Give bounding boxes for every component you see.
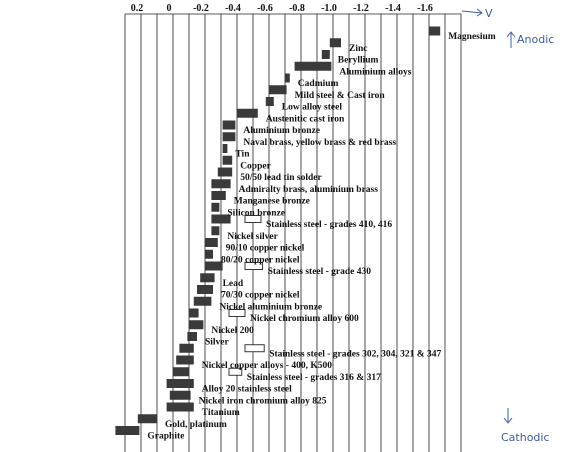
metal-label: Austenitic cast iron (266, 114, 345, 124)
potential-bar (166, 379, 194, 388)
anodic-note: Anodic (517, 33, 554, 46)
potential-bar (211, 179, 231, 189)
potential-bar (211, 214, 231, 224)
potential-bar (173, 367, 189, 377)
metal-label: Graphite (147, 432, 184, 442)
metal-label: Silicon bronze (227, 208, 285, 218)
metal-label: Gold, platinum (165, 420, 227, 430)
metal-label: Titanium (202, 408, 240, 418)
metal-label: Aluminium alloys (339, 67, 411, 77)
passive-bar (244, 344, 265, 353)
metal-label: Zinc (349, 44, 367, 54)
metal-label: Cadmium (298, 79, 339, 89)
potential-bar (197, 285, 213, 294)
potential-bar (205, 238, 218, 247)
potential-bar (137, 414, 157, 424)
potential-bar (429, 26, 441, 36)
metal-label: Low alloy steel (282, 103, 343, 113)
metal-label: Silver (205, 338, 230, 348)
x-tick-label: -1.6 (417, 3, 433, 14)
x-axis-ticks: 0.2 0 -0.2 -0.4 -0.6 -0.8 -1.0 -1.2 -1.4 -1.6 (131, 3, 433, 14)
potential-bar (222, 120, 236, 130)
metal-label: Mild steel & Cast iron (295, 91, 386, 101)
metal-label: Aluminium bronze (243, 126, 320, 136)
potential-bar (217, 167, 233, 177)
potential-bar (321, 50, 330, 59)
x-tick-label: -0.4 (225, 3, 241, 14)
metal-label: 70/30 copper nickel (221, 291, 300, 301)
metal-label: Stainless steel - grade 430 (268, 267, 372, 277)
metal-label: Nickel silver (227, 232, 278, 242)
metal-label: Copper (240, 161, 271, 171)
potential-bar (169, 390, 191, 400)
x-tick-label: -1.2 (353, 3, 369, 14)
potential-bar (189, 320, 204, 330)
passive-bar (228, 367, 243, 376)
metal-label: Naval brass, yellow brass & red brass (243, 138, 396, 148)
metal-label: Nickel copper alloys - 400, K500 (202, 361, 332, 371)
potential-bar (222, 144, 228, 153)
potential-bar (294, 61, 332, 71)
potential-bar (166, 402, 194, 412)
potential-bar (187, 332, 197, 341)
x-tick-label: -0.6 (257, 3, 273, 14)
x-tick-label: 0.2 (131, 3, 144, 14)
potential-bar (329, 38, 341, 48)
potential-bar (222, 132, 236, 142)
x-tick-label: -1.0 (321, 3, 337, 14)
metal-label: 80/20 copper nickel (221, 255, 300, 265)
metal-label: Nickel chromium alloy 600 (250, 314, 359, 324)
potential-bar (285, 73, 290, 83)
potential-bar (211, 226, 220, 236)
metal-label: 50/50 lead tin solder (240, 173, 322, 183)
metal-label: Stainless steel - grades 316 & 317 (247, 373, 381, 383)
potential-bar (265, 97, 274, 106)
cathodic-note: Cathodic (501, 431, 550, 444)
metal-label: Magnesium (448, 32, 496, 42)
potential-bars (115, 26, 441, 435)
metal-label: Tin (235, 150, 250, 160)
metal-label: 90/10 copper nickel (226, 244, 305, 254)
potential-bar (189, 308, 199, 318)
volt-mark: V (485, 7, 493, 20)
potential-bar (269, 85, 287, 95)
metal-label: Alloy 20 stainless steel (202, 385, 292, 395)
passive-bar (228, 309, 246, 317)
potential-bar (222, 155, 233, 165)
potential-bar (179, 343, 194, 353)
metal-label: Nickel 200 (211, 326, 254, 336)
metal-label: Manganese bronze (234, 197, 310, 207)
metal-label: Stainless steel - grades 410, 416 (266, 220, 392, 230)
potential-bar (237, 108, 258, 118)
passive-bar (244, 215, 262, 223)
potential-bar (200, 273, 215, 283)
metal-label: Admiralty brass, aluminium brass (239, 185, 379, 195)
potential-bar (115, 426, 140, 435)
metal-label: Nickel iron chromium alloy 825 (199, 396, 327, 406)
x-tick-label: -1.4 (385, 3, 401, 14)
passive-bar (244, 262, 264, 270)
potential-bar (176, 355, 194, 365)
metal-label: Nickel aluminium bronze (219, 302, 322, 312)
potential-bar (205, 249, 213, 259)
x-tick-label: -0.2 (193, 3, 209, 14)
metal-label: Beryllium (338, 56, 379, 66)
metal-label: Lead (223, 279, 244, 289)
handwritten-annotations: V Anodic Cathodic (461, 7, 554, 444)
x-tick-label: -0.8 (289, 3, 305, 14)
metal-label: Stainless steel - grades 302, 304, 321 &… (269, 349, 441, 359)
potential-bar (193, 296, 212, 306)
potential-bar (211, 202, 220, 212)
potential-bar (211, 191, 226, 200)
x-tick-label: 0 (167, 3, 172, 14)
potential-bar (205, 261, 223, 271)
